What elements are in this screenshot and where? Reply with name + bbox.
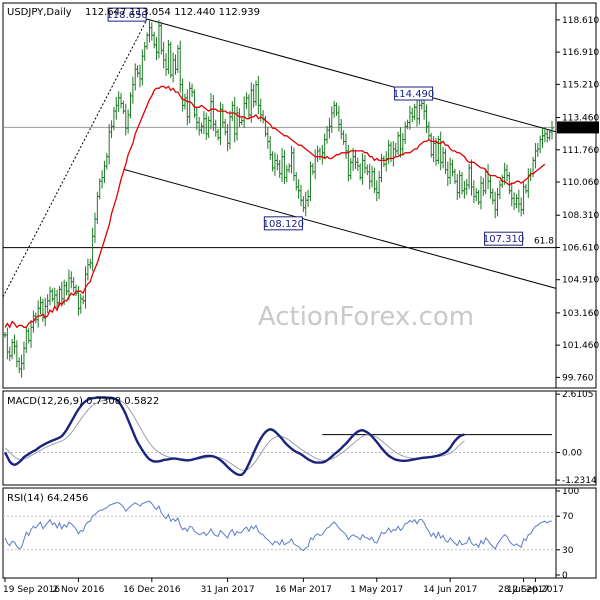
x-tick-label: 14 Jun 2017 xyxy=(423,585,477,595)
macd-title: MACD(12,26,9) 0.7308 0.5822 xyxy=(7,396,159,407)
watermark: ActionForex.com xyxy=(258,302,474,332)
fib-61-8-label: 61.8 xyxy=(534,237,554,247)
ohlc-bar xyxy=(550,120,554,140)
macd-frame xyxy=(2,390,597,486)
price-y-tick-label: 101.460 xyxy=(562,341,599,351)
swing-annotation-label: 108.120 xyxy=(263,219,304,230)
price-y-tick-label: 106.610 xyxy=(562,243,599,253)
price-y-tick-label: 103.160 xyxy=(562,309,599,319)
price-y-tick-label: 104.910 xyxy=(562,276,599,286)
x-tick-label: 2 Nov 2016 xyxy=(52,585,104,595)
price-y-tick-label: 99.760 xyxy=(562,373,594,383)
last-price-tag: 112.939 xyxy=(557,121,599,134)
macd-y-tick-label: 0.00 xyxy=(562,449,582,459)
swing-annotation-box xyxy=(394,86,434,101)
price-y-tick-label: 115.210 xyxy=(562,80,599,90)
last-price-tag-label: 112.939 xyxy=(561,123,598,133)
price-title-text: USDJPY,Daily xyxy=(7,7,72,18)
price-y-tick-label: 108.310 xyxy=(562,211,599,221)
rsi-y-tick-label: 100 xyxy=(562,487,579,497)
rsi-y-tick-label: 30 xyxy=(562,546,574,556)
rsi-title: RSI(14) 64.2456 xyxy=(7,493,88,504)
rsi-y-tick-label: 0 xyxy=(562,571,568,581)
swing-annotation-label: 107.310 xyxy=(483,234,524,245)
price-panel: ActionForex.com 118.610 116.910 115.210 113.… xyxy=(2,2,599,389)
channel-upper-line xyxy=(146,18,557,133)
swing-annotation-label: 118.650 xyxy=(106,10,147,21)
price-y-tick-label: 111.760 xyxy=(562,146,599,156)
swing-annotation-label: 114.490 xyxy=(393,89,434,100)
ohlc-readout: 112.647 113.054 112.440 112.939 xyxy=(85,7,260,18)
x-tick-label: 1 May 2017 xyxy=(350,585,403,595)
swing-annotation-box xyxy=(263,216,303,231)
rsi-line xyxy=(4,500,552,552)
x-tick-label: 19 Sep 2016 xyxy=(3,585,60,595)
channel-lower-line xyxy=(123,168,557,289)
macd-y-tick-label: 2.6105 xyxy=(562,390,594,400)
x-tick-label: 28 Jul 2017 xyxy=(498,585,549,595)
swing-annotation: 108.120 xyxy=(263,216,304,231)
macd-line xyxy=(3,396,465,477)
swing-annotation: 107.310 xyxy=(483,231,524,246)
last-price-tag-box xyxy=(557,121,599,134)
price-title: USDJPY,Daily 112.647 113.054 112.440 112.… xyxy=(7,7,260,18)
x-tick-label: 31 Jan 2017 xyxy=(201,585,255,595)
swing-annotation-box xyxy=(484,231,524,246)
macd-signal-line xyxy=(4,398,465,472)
price-y-tick-label: 110.060 xyxy=(562,178,599,188)
macd-y-tick-label: -1.2314 xyxy=(562,476,597,486)
x-tick-label: 12 Sep 2017 xyxy=(507,585,564,595)
x-tick-label: 16 Dec 2016 xyxy=(123,585,181,595)
rsi-y-tick-label: 70 xyxy=(562,512,574,522)
rsi-panel: 100 70 30 0 RSI(14) 64.2456 xyxy=(2,487,597,581)
dotted-trend-line xyxy=(2,18,148,298)
rsi-frame xyxy=(2,487,597,579)
moving-average-line xyxy=(4,85,546,329)
swing-annotation: 114.490 xyxy=(393,86,434,101)
price-y-tick-label: 113.460 xyxy=(562,114,599,124)
macd-panel: 2.6105 0.00 -1.2314 MACD(12,26,9) 0.7308 0.… xyxy=(2,390,597,486)
price-y-tick-label: 116.910 xyxy=(562,48,599,58)
swing-annotation: 118.650 xyxy=(106,7,148,22)
x-tick-label: 16 Mar 2017 xyxy=(275,585,332,595)
price-y-tick-label: 118.610 xyxy=(562,16,599,26)
swing-annotation-box xyxy=(107,7,147,22)
